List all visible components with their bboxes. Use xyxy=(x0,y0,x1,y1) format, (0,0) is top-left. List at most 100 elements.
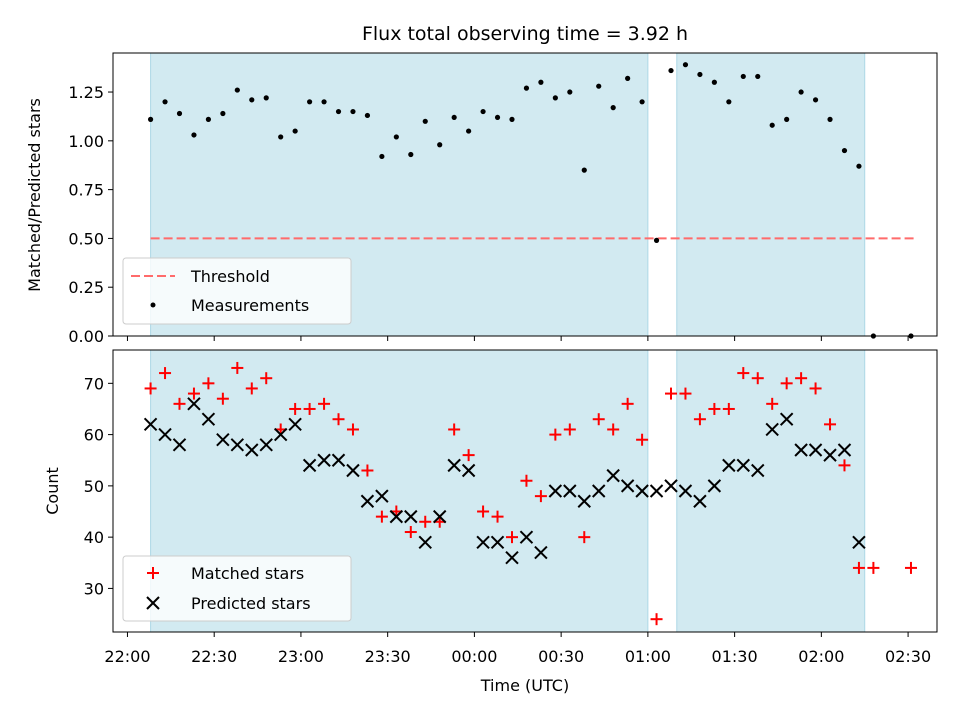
measurement-point xyxy=(523,85,530,91)
y-tick-label: 0.25 xyxy=(68,278,104,297)
predicted-stars-point xyxy=(288,417,302,432)
predicted-stars-point xyxy=(649,484,664,498)
predicted-stars-point xyxy=(447,458,461,473)
counts-panel: 30 40 50 60 70 22:00 22:30 23:00 23:30 00:00 00:3… xyxy=(43,349,938,666)
y-axis-label: Matched/Predicted stars xyxy=(25,98,44,292)
predicted-stars-point xyxy=(490,535,505,549)
measurement-point xyxy=(784,116,790,122)
measurement-point xyxy=(466,128,472,134)
legend: Threshold Measurements xyxy=(122,257,352,325)
measurement-point xyxy=(538,79,544,85)
y-tick-label: 60 xyxy=(84,426,104,445)
matched-stars-point xyxy=(216,392,229,405)
predicted-stars-point xyxy=(779,412,794,426)
predicted-stars-point xyxy=(389,509,404,524)
predicted-stars-point xyxy=(534,545,548,560)
predicted-stars-point xyxy=(837,443,852,457)
matched-stars-point xyxy=(361,464,374,477)
matched-stars-point xyxy=(650,613,663,626)
predicted-stars-point xyxy=(620,479,635,493)
matched-stars-point xyxy=(505,531,518,544)
legend-predicted-label: Predicted stars xyxy=(191,594,311,613)
measurement-point xyxy=(682,62,689,68)
matched-stars-point xyxy=(549,428,562,441)
predicted-stars-point xyxy=(606,468,620,483)
measurement-point xyxy=(480,108,486,115)
matched-stars-point xyxy=(751,372,764,385)
matched-stars-point xyxy=(737,367,750,380)
measurement-point xyxy=(552,95,558,101)
observing-band xyxy=(676,53,865,336)
matched-stars-point xyxy=(795,372,808,385)
legend-predicted-swatch xyxy=(146,596,160,610)
predicted-stars-point xyxy=(418,535,432,549)
y-tick-label: 40 xyxy=(84,528,104,547)
predicted-stars-point xyxy=(722,458,736,473)
legend-matched-label: Matched stars xyxy=(191,564,304,583)
y-tick-label: 1.00 xyxy=(68,132,104,151)
matched-stars-point xyxy=(375,510,388,523)
measurement-point xyxy=(668,67,674,74)
measurement-point xyxy=(422,118,428,124)
matched-stars-point xyxy=(346,423,359,436)
matched-stars-point xyxy=(491,510,504,523)
measurement-point xyxy=(812,97,819,103)
predicted-stars-point xyxy=(158,427,172,442)
matched-stars-point xyxy=(404,526,417,539)
matched-stars-point xyxy=(159,367,172,380)
x-axis-label: Time (UTC) xyxy=(480,676,569,695)
legend: Matched stars Predicted stars xyxy=(122,555,352,622)
predicted-stars-point xyxy=(346,463,360,478)
matched-stars-point xyxy=(260,372,273,385)
matched-stars-point xyxy=(852,561,865,574)
measurement-point xyxy=(856,163,862,169)
x-axis xyxy=(126,336,909,341)
matched-stars-point xyxy=(245,382,258,395)
matched-stars-point xyxy=(202,377,215,390)
measurement-point xyxy=(697,71,703,78)
matched-stars-point xyxy=(636,433,649,446)
predicted-stars-point xyxy=(736,458,750,473)
matched-stars-point xyxy=(838,459,851,472)
measurements-panel: 0.00 0.25 0.50 0.75 1.00 1.25 Matched/Predict… xyxy=(25,52,938,346)
predicted-stars-point xyxy=(794,443,808,457)
plot-marks xyxy=(143,361,917,626)
plot-marks xyxy=(147,62,914,339)
matched-stars-point xyxy=(665,387,678,400)
measurement-point xyxy=(653,237,660,243)
measurement-point xyxy=(263,95,269,101)
predicted-stars-point xyxy=(216,433,230,447)
measurement-point xyxy=(220,110,226,117)
measurement-point xyxy=(350,108,356,115)
matched-stars-point xyxy=(520,474,533,487)
matched-stars-point xyxy=(289,402,302,415)
predicted-stars-point xyxy=(693,494,707,508)
predicted-stars-point xyxy=(635,484,649,498)
measurement-point xyxy=(234,87,240,93)
measurement-point xyxy=(451,114,457,121)
x-tick-label: 02:00 xyxy=(798,647,844,666)
predicted-stars-point xyxy=(375,489,389,503)
predicted-stars-point xyxy=(592,484,606,498)
predicted-stars-point xyxy=(143,417,158,432)
matched-stars-point xyxy=(477,505,490,518)
matched-stars-point xyxy=(693,413,706,426)
measurement-point xyxy=(726,99,732,105)
x-tick-label: 02:30 xyxy=(885,647,931,666)
measurement-point xyxy=(769,122,775,128)
y-axis-label: Count xyxy=(43,467,62,515)
predicted-stars-point xyxy=(852,535,866,549)
x-tick-label: 01:00 xyxy=(625,647,671,666)
predicted-stars-point xyxy=(664,479,678,493)
measurement-point xyxy=(292,128,298,134)
measurement-point xyxy=(364,112,371,119)
predicted-stars-point xyxy=(678,484,693,498)
matched-stars-point xyxy=(419,515,432,528)
matched-stars-point xyxy=(144,382,157,395)
legend-box xyxy=(122,555,352,622)
measurement-point xyxy=(581,167,587,173)
predicted-stars-point xyxy=(577,494,591,508)
predicted-stars-point xyxy=(201,412,216,426)
legend-measurements-swatch xyxy=(150,302,156,308)
